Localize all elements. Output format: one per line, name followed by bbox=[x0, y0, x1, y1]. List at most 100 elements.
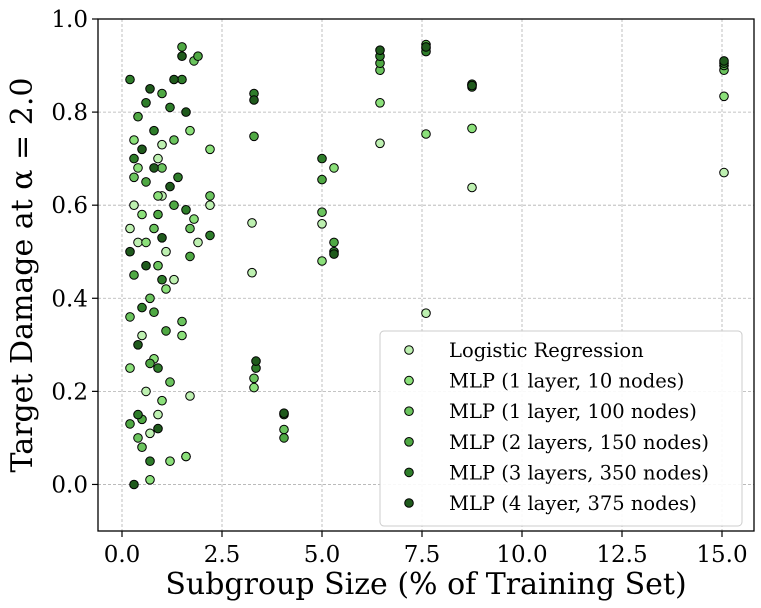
legend-label: Logistic Regression bbox=[449, 339, 644, 362]
data-point bbox=[161, 284, 171, 294]
data-point bbox=[165, 377, 175, 387]
data-point bbox=[185, 223, 195, 234]
data-point bbox=[137, 144, 147, 155]
data-point bbox=[421, 42, 431, 52]
data-point bbox=[165, 102, 175, 113]
data-point bbox=[193, 237, 203, 248]
data-point bbox=[145, 84, 155, 94]
y-axis-ticks: 0.0 0.2 0.4 0.6 0.8 1.0 bbox=[51, 7, 98, 498]
data-point bbox=[329, 249, 339, 259]
data-point bbox=[375, 45, 385, 56]
data-point bbox=[137, 442, 147, 453]
x-tick-label: 7.5 bbox=[404, 542, 441, 568]
data-point bbox=[317, 219, 327, 229]
legend-label: MLP (1 layer, 100 nodes) bbox=[449, 400, 697, 423]
plot-frame bbox=[97, 18, 755, 532]
data-point bbox=[129, 270, 139, 280]
x-axis-title: Subgroup Size (% of Training Set) bbox=[165, 567, 686, 602]
data-point bbox=[177, 51, 187, 62]
y-tick-label: 1.0 bbox=[51, 7, 88, 33]
data-point bbox=[145, 475, 155, 485]
data-point bbox=[189, 214, 199, 224]
data-point bbox=[249, 373, 259, 384]
data-point bbox=[317, 256, 327, 266]
data-point bbox=[145, 456, 155, 467]
data-point bbox=[329, 237, 339, 248]
data-point bbox=[157, 139, 167, 150]
data-point bbox=[141, 260, 151, 271]
data-point bbox=[145, 293, 155, 304]
data-point bbox=[157, 163, 167, 173]
data-point bbox=[145, 428, 155, 439]
data-point bbox=[177, 330, 187, 341]
data-point bbox=[185, 125, 195, 136]
data-point bbox=[317, 174, 327, 185]
data-point bbox=[719, 56, 729, 66]
y-tick-label: 0.6 bbox=[51, 193, 88, 219]
legend-marker bbox=[404, 375, 414, 386]
data-point bbox=[141, 237, 151, 248]
data-point bbox=[169, 200, 179, 210]
x-tick-label: 10.0 bbox=[496, 542, 547, 568]
data-point bbox=[205, 230, 215, 241]
data-point bbox=[125, 419, 135, 429]
data-point bbox=[141, 177, 151, 187]
x-axis-ticks: 0.0 2.5 5.0 7.5 10.0 12.5 15.0 bbox=[104, 531, 748, 568]
data-point bbox=[467, 123, 477, 134]
data-point bbox=[133, 340, 143, 350]
data-point bbox=[137, 209, 147, 220]
data-point bbox=[249, 131, 259, 142]
data-point bbox=[421, 308, 431, 319]
legend-marker bbox=[404, 406, 414, 417]
legend-label: MLP (4 layer, 375 nodes) bbox=[449, 492, 697, 515]
data-point bbox=[125, 223, 135, 234]
data-point bbox=[185, 251, 195, 262]
data-point bbox=[153, 423, 163, 434]
data-point bbox=[205, 200, 215, 210]
data-point bbox=[157, 88, 167, 99]
y-tick-label: 0.8 bbox=[51, 100, 88, 126]
y-tick-label: 0.4 bbox=[51, 286, 88, 312]
data-point bbox=[173, 172, 183, 183]
data-point bbox=[247, 267, 257, 278]
data-point bbox=[161, 326, 171, 336]
data-point bbox=[181, 205, 191, 215]
data-point bbox=[249, 382, 259, 393]
legend-marker bbox=[404, 345, 414, 355]
data-point bbox=[719, 91, 729, 102]
data-point bbox=[129, 200, 139, 210]
data-point bbox=[177, 316, 187, 327]
data-point bbox=[129, 135, 139, 145]
data-point bbox=[185, 391, 195, 401]
data-point bbox=[125, 74, 135, 85]
data-point bbox=[133, 409, 143, 420]
data-point bbox=[279, 433, 289, 443]
data-point bbox=[153, 153, 163, 164]
data-point bbox=[125, 312, 135, 322]
data-point bbox=[251, 356, 261, 366]
data-point bbox=[133, 433, 143, 443]
data-point bbox=[153, 409, 163, 420]
legend-label: MLP (2 layers, 150 nodes) bbox=[449, 431, 709, 454]
data-point bbox=[279, 408, 289, 419]
legend-marker bbox=[404, 467, 414, 478]
data-point bbox=[149, 223, 159, 234]
data-point bbox=[157, 233, 167, 243]
data-point bbox=[149, 163, 159, 173]
data-point bbox=[169, 74, 179, 85]
data-point bbox=[249, 95, 259, 105]
data-point bbox=[467, 80, 477, 91]
data-point bbox=[149, 125, 159, 136]
data-point bbox=[421, 129, 431, 139]
data-point bbox=[165, 181, 175, 192]
data-point bbox=[129, 172, 139, 183]
data-point bbox=[141, 98, 151, 108]
data-point bbox=[719, 167, 729, 178]
y-tick-label: 0.2 bbox=[51, 379, 88, 405]
data-point bbox=[177, 42, 187, 52]
data-point bbox=[157, 274, 167, 285]
data-point bbox=[157, 395, 167, 406]
data-point bbox=[375, 138, 385, 149]
data-point bbox=[181, 451, 191, 462]
data-point bbox=[193, 51, 203, 62]
